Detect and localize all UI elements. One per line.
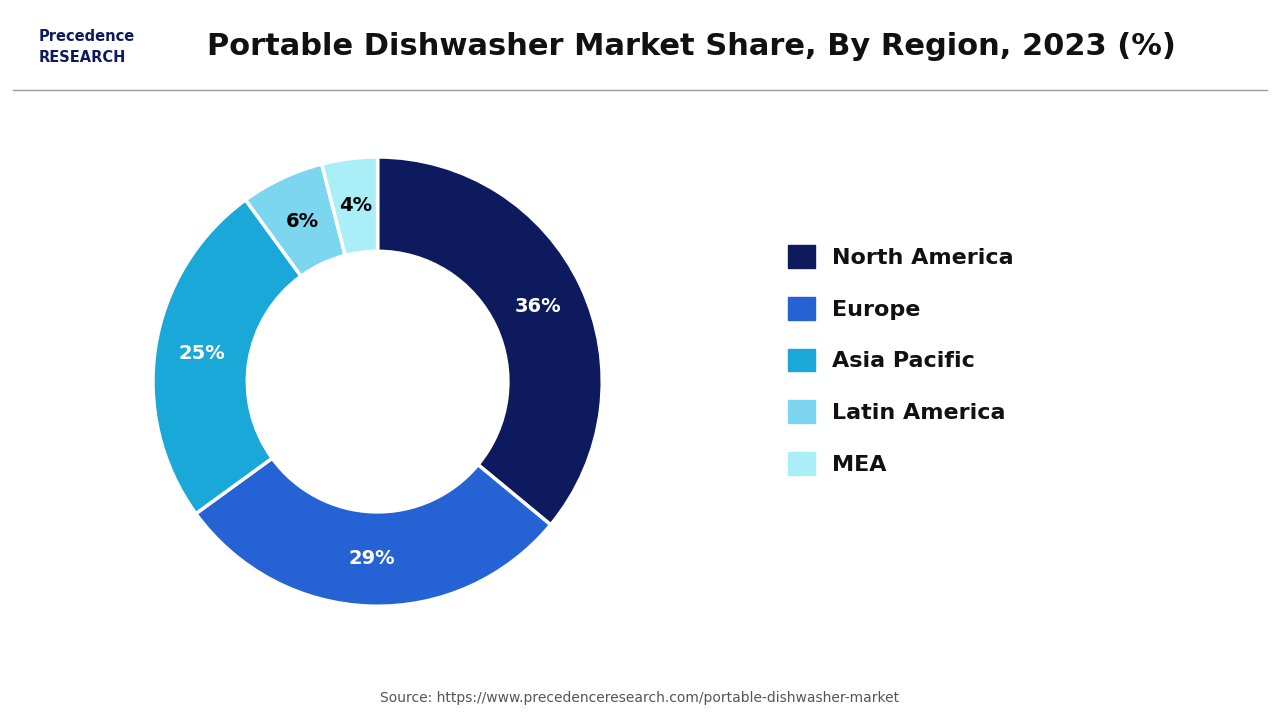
Text: 25%: 25% [179, 344, 225, 364]
Text: 36%: 36% [515, 297, 562, 315]
Legend: North America, Europe, Asia Pacific, Latin America, MEA: North America, Europe, Asia Pacific, Lat… [780, 236, 1023, 484]
Text: Precedence
RESEARCH: Precedence RESEARCH [38, 29, 134, 65]
Text: 4%: 4% [339, 196, 372, 215]
Text: Source: https://www.precedenceresearch.com/portable-dishwasher-market: Source: https://www.precedenceresearch.c… [380, 691, 900, 706]
Text: 29%: 29% [348, 549, 396, 569]
Wedge shape [154, 200, 301, 513]
Text: Portable Dishwasher Market Share, By Region, 2023 (%): Portable Dishwasher Market Share, By Reg… [207, 32, 1175, 61]
Wedge shape [378, 157, 602, 525]
Wedge shape [321, 157, 378, 256]
Wedge shape [196, 458, 550, 606]
Text: 6%: 6% [285, 212, 319, 230]
Wedge shape [246, 164, 346, 276]
